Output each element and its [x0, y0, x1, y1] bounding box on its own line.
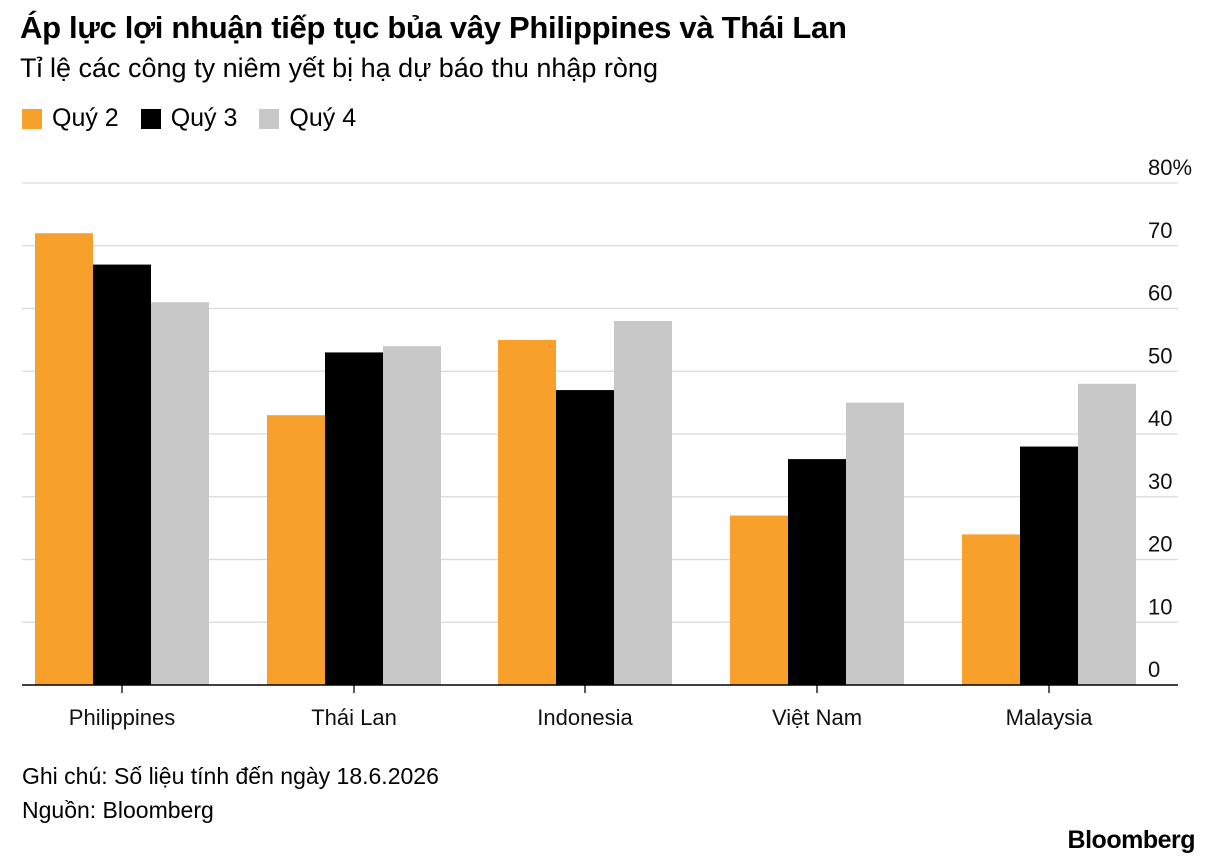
y-tick-label: 20 [1148, 532, 1172, 557]
y-tick-label: 60 [1148, 281, 1172, 306]
bar-quý-4-4 [1078, 383, 1136, 685]
bar-quý-2-2 [498, 339, 556, 685]
bloomberg-logo: Bloomberg [1067, 826, 1196, 854]
legend-item-q2: Quý 2 [22, 104, 119, 133]
bar-quý-3-0 [93, 264, 151, 685]
legend-swatch-q3 [140, 108, 161, 129]
chart-note: Ghi chú: Số liệu tính đến ngày 18.6.2026 [22, 763, 439, 789]
legend-item-q3: Quý 3 [140, 104, 238, 133]
bar-quý-4-2 [614, 321, 672, 685]
bar-quý-3-2 [556, 390, 614, 685]
y-tick-label: 10 [1148, 594, 1172, 619]
chart-title: Áp lực lợi nhuận tiếp tục bủa vây Philip… [20, 10, 847, 45]
y-tick-label: 0 [1148, 657, 1160, 682]
x-tick-label: Malaysia [1006, 705, 1094, 730]
x-tick-label: Thái Lan [311, 705, 397, 730]
bar-quý-2-0 [35, 233, 93, 685]
bar-quý-3-3 [788, 459, 846, 685]
legend: Quý 2 Quý 3 Quý 4 [22, 104, 378, 133]
y-tick-label: 40 [1148, 406, 1172, 431]
x-tick-label: Philippines [69, 705, 175, 730]
legend-swatch-q2 [22, 108, 42, 129]
legend-swatch-q4 [259, 108, 280, 129]
bar-quý-2-1 [267, 415, 325, 685]
y-tick-label: 50 [1148, 343, 1172, 368]
legend-label-q2: Quý 2 [52, 104, 119, 132]
bar-quý-4-1 [383, 346, 441, 685]
x-tick-label: Indonesia [537, 705, 633, 730]
bar-quý-4-3 [846, 402, 904, 685]
bar-quý-2-3 [730, 515, 788, 685]
legend-item-q4: Quý 4 [259, 104, 356, 133]
bar-quý-4-0 [151, 302, 209, 685]
bar-quý-3-4 [1020, 446, 1078, 685]
bar-quý-2-4 [962, 534, 1020, 685]
bar-chart: 0 10 20 30 40 50 60 70 80% Philippines Thái Lan Ind… [22, 155, 1192, 730]
chart-source: Nguồn: Bloomberg [22, 797, 214, 823]
y-tick-label: 70 [1148, 218, 1172, 243]
legend-label-q4: Quý 4 [289, 104, 357, 132]
y-tick-label: 30 [1148, 469, 1172, 494]
legend-label-q3: Quý 3 [170, 104, 238, 132]
chart-subtitle: Tỉ lệ các công ty niêm yết bị hạ dự báo … [20, 53, 658, 83]
bar-quý-3-1 [325, 352, 383, 685]
x-tick-label: Việt Nam [772, 705, 862, 730]
y-tick-label: 80% [1148, 155, 1192, 180]
